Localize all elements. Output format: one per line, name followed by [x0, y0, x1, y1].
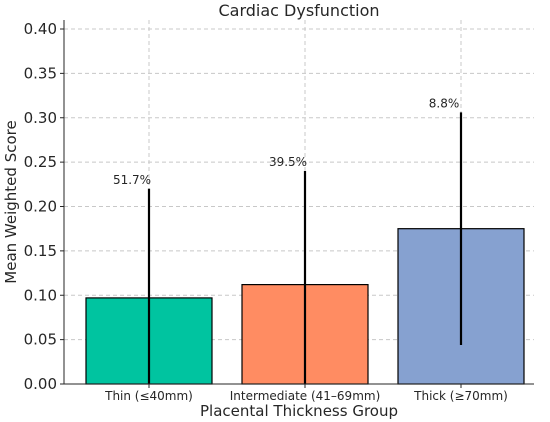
bar-value-label: 51.7% — [113, 173, 151, 187]
x-axis-label: Placental Thickness Group — [200, 402, 398, 420]
y-tick-label: 0.35 — [24, 64, 57, 82]
y-tick-label: 0.10 — [24, 286, 57, 304]
bar-value-label: 8.8% — [429, 96, 460, 110]
y-tick-label: 0.15 — [24, 242, 57, 260]
x-tick-label: Thin (≤40mm) — [104, 389, 193, 403]
y-ticks: 0.00 0.05 0.10 0.15 0.20 0.25 0.30 0.35 0.40 — [24, 20, 64, 393]
y-tick-label: 0.25 — [24, 153, 57, 171]
x-ticks: Thin (≤40mm) Intermediate (41–69mm) Thick … — [104, 384, 508, 403]
y-axis-label: Mean Weighted Score — [2, 120, 20, 283]
y-tick-label: 0.30 — [24, 109, 57, 127]
axes — [63, 20, 534, 385]
x-tick-label: Thick (≥70mm) — [413, 389, 508, 403]
y-tick-label: 0.05 — [24, 331, 57, 349]
error-bars — [147, 112, 463, 384]
x-tick-label: Intermediate (41–69mm) — [230, 389, 381, 403]
y-tick-label: 0.00 — [24, 375, 57, 393]
y-tick-label: 0.40 — [24, 20, 57, 38]
chart-title: Cardiac Dysfunction — [218, 1, 379, 20]
bar-value-label: 39.5% — [269, 155, 307, 169]
bar-labels: 51.7% 39.5% 8.8% — [113, 96, 459, 186]
y-tick-label: 0.20 — [24, 198, 57, 216]
